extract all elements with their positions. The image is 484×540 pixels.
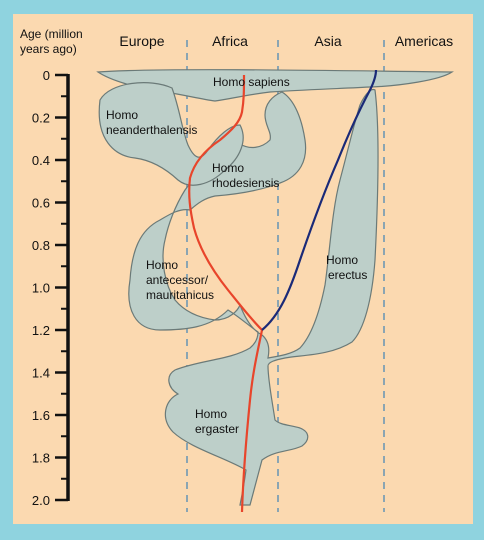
label-antecessor-line2: antecessor/ bbox=[146, 273, 209, 287]
axis-tick-label: 1.2 bbox=[32, 323, 50, 338]
label-neanderthalensis-line2: neanderthalensis bbox=[106, 123, 197, 137]
label-neanderthalensis-line1: Homo bbox=[106, 108, 138, 122]
axis-tick-label: 0.2 bbox=[32, 111, 50, 126]
axis-tick-label: 0.6 bbox=[32, 196, 50, 211]
axis-tick-label: 0.8 bbox=[32, 238, 50, 253]
region-label-africa: Africa bbox=[212, 33, 248, 49]
axis-tick-label: 0 bbox=[43, 68, 50, 83]
label-ergaster-line1: Homo bbox=[195, 407, 227, 421]
axis-tick-label: 1.8 bbox=[32, 451, 50, 466]
region-label-europe: Europe bbox=[119, 33, 164, 49]
axis-tick-label: 2.0 bbox=[32, 493, 50, 508]
label-homo-sapiens: Homo sapiens bbox=[213, 75, 290, 89]
axis-tick-label: 1.0 bbox=[32, 281, 50, 296]
label-erectus-line2: erectus bbox=[328, 268, 367, 282]
axis-label-line1: Age (million bbox=[20, 27, 83, 41]
region-label-asia: Asia bbox=[314, 33, 341, 49]
axis-label-line2: years ago) bbox=[20, 42, 77, 56]
label-erectus-line1: Homo bbox=[326, 253, 358, 267]
label-antecessor-line1: Homo bbox=[146, 258, 178, 272]
label-antecessor-line3: mauritanicus bbox=[146, 288, 214, 302]
axis-tick-label: 1.6 bbox=[32, 408, 50, 423]
label-ergaster-line2: ergaster bbox=[195, 422, 239, 436]
axis-tick-label: 0.4 bbox=[32, 153, 50, 168]
label-rhodesiensis-line1: Homo bbox=[212, 161, 244, 175]
region-label-americas: Americas bbox=[395, 33, 453, 49]
label-rhodesiensis-line2: rhodesiensis bbox=[212, 176, 279, 190]
axis-tick-label: 1.4 bbox=[32, 366, 50, 381]
